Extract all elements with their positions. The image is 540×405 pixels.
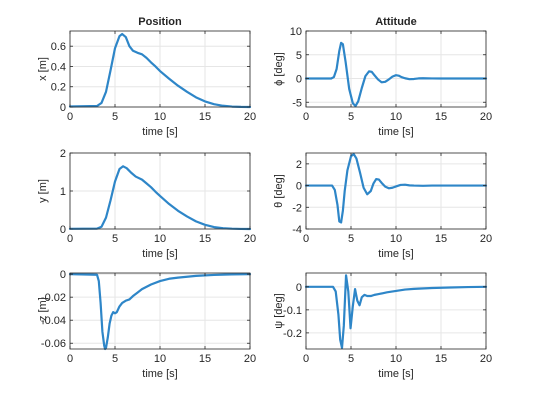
x-tick-label: 15 [435, 111, 447, 123]
x-tick-label: 20 [244, 111, 256, 123]
y-tick-label: 10 [290, 26, 302, 38]
y-tick-label: 0.2 [51, 82, 66, 94]
y-tick-label: 0 [296, 282, 302, 294]
series-line [304, 41, 488, 108]
x-axis-title: time [s] [378, 368, 413, 380]
x-tick-label: 15 [199, 233, 211, 245]
y-tick-label: -0.2 [283, 328, 302, 340]
x-tick-label: 10 [154, 111, 166, 123]
y-tick-label: 5 [296, 50, 302, 62]
y-tick-label: 0.4 [51, 61, 66, 73]
y-tick-label: 2 [296, 159, 302, 171]
y-tick-label: 0 [60, 269, 66, 281]
y-tick-label: 0 [296, 74, 302, 86]
y-axis-title: ϕ [deg] [273, 52, 285, 86]
y-tick-label: 0.6 [51, 41, 66, 53]
x-tick-label: 0 [303, 353, 309, 365]
y-tick-label: 1 [60, 186, 66, 198]
x-tick-label: 15 [199, 353, 211, 365]
x-tick-label: 15 [435, 353, 447, 365]
y-axis-title: θ [deg] [273, 174, 285, 208]
x-tick-label: 5 [348, 233, 354, 245]
y-axis-title: ψ [deg] [273, 293, 285, 328]
y-tick-label: -0.02 [41, 292, 66, 304]
x-axis-title: time [s] [142, 368, 177, 380]
x-tick-label: 0 [303, 111, 309, 123]
x-tick-label: 20 [480, 353, 492, 365]
z-plot: 0 5 10 15 20 0 -0.02 -0.04 -0.06 time [s] -z [m] [37, 269, 256, 380]
x-tick-label: 20 [244, 353, 256, 365]
y-axis-title: x [m] [37, 57, 49, 81]
series-line [68, 32, 252, 109]
theta-plot: 0 5 10 15 20 -4 -2 0 2 time [s] θ [deg] [273, 152, 492, 260]
x-tick-label: 5 [112, 233, 118, 245]
plot-title: Attitude [375, 16, 417, 28]
series-line [304, 152, 488, 224]
x-tick-label: 5 [348, 111, 354, 123]
y-tick-label: 0 [60, 102, 66, 114]
y-tick-label: -2 [292, 202, 302, 214]
x-plot: 0 5 10 15 20 0 0.2 0.4 0.6 time [s] x [m] Position [37, 16, 256, 138]
x-axis-title: time [s] [142, 248, 177, 260]
y-tick-label: 0 [60, 224, 66, 236]
x-tick-label: 20 [480, 233, 492, 245]
y-tick-label: -5 [292, 97, 302, 109]
x-tick-label: 15 [435, 233, 447, 245]
x-tick-label: 10 [154, 233, 166, 245]
psi-plot: 0 5 10 15 20 0 -0.1 -0.2 time [s] ψ [deg] [273, 272, 492, 380]
series-line [304, 274, 488, 349]
x-axis-title: time [s] [378, 248, 413, 260]
x-tick-label: 20 [480, 111, 492, 123]
y-tick-label: 0 [296, 181, 302, 193]
y-tick-label: -0.1 [283, 305, 302, 317]
series-line [68, 165, 252, 231]
x-tick-label: 10 [154, 353, 166, 365]
x-tick-label: 10 [390, 233, 402, 245]
series-line [68, 273, 252, 351]
x-tick-label: 15 [199, 111, 211, 123]
y-tick-label: -0.04 [41, 315, 66, 327]
x-axis-title: time [s] [142, 126, 177, 138]
x-tick-label: 0 [67, 353, 73, 365]
y-axis-title: -z [m] [37, 297, 49, 325]
plot-title: Position [138, 16, 182, 28]
x-tick-label: 0 [67, 233, 73, 245]
x-tick-label: 5 [348, 353, 354, 365]
y-tick-label: -0.06 [41, 338, 66, 350]
x-tick-label: 5 [112, 353, 118, 365]
x-tick-label: 5 [112, 111, 118, 123]
x-tick-label: 10 [390, 111, 402, 123]
x-tick-label: 0 [67, 111, 73, 123]
y-tick-label: -4 [292, 224, 302, 236]
x-axis-title: time [s] [378, 126, 413, 138]
y-axis-title: y [m] [37, 179, 49, 203]
y-tick-label: 2 [60, 148, 66, 160]
x-tick-label: 20 [244, 233, 256, 245]
y-plot: 0 5 10 15 20 0 1 2 time [s] y [m] [37, 148, 256, 260]
x-tick-label: 10 [390, 353, 402, 365]
x-tick-label: 0 [303, 233, 309, 245]
